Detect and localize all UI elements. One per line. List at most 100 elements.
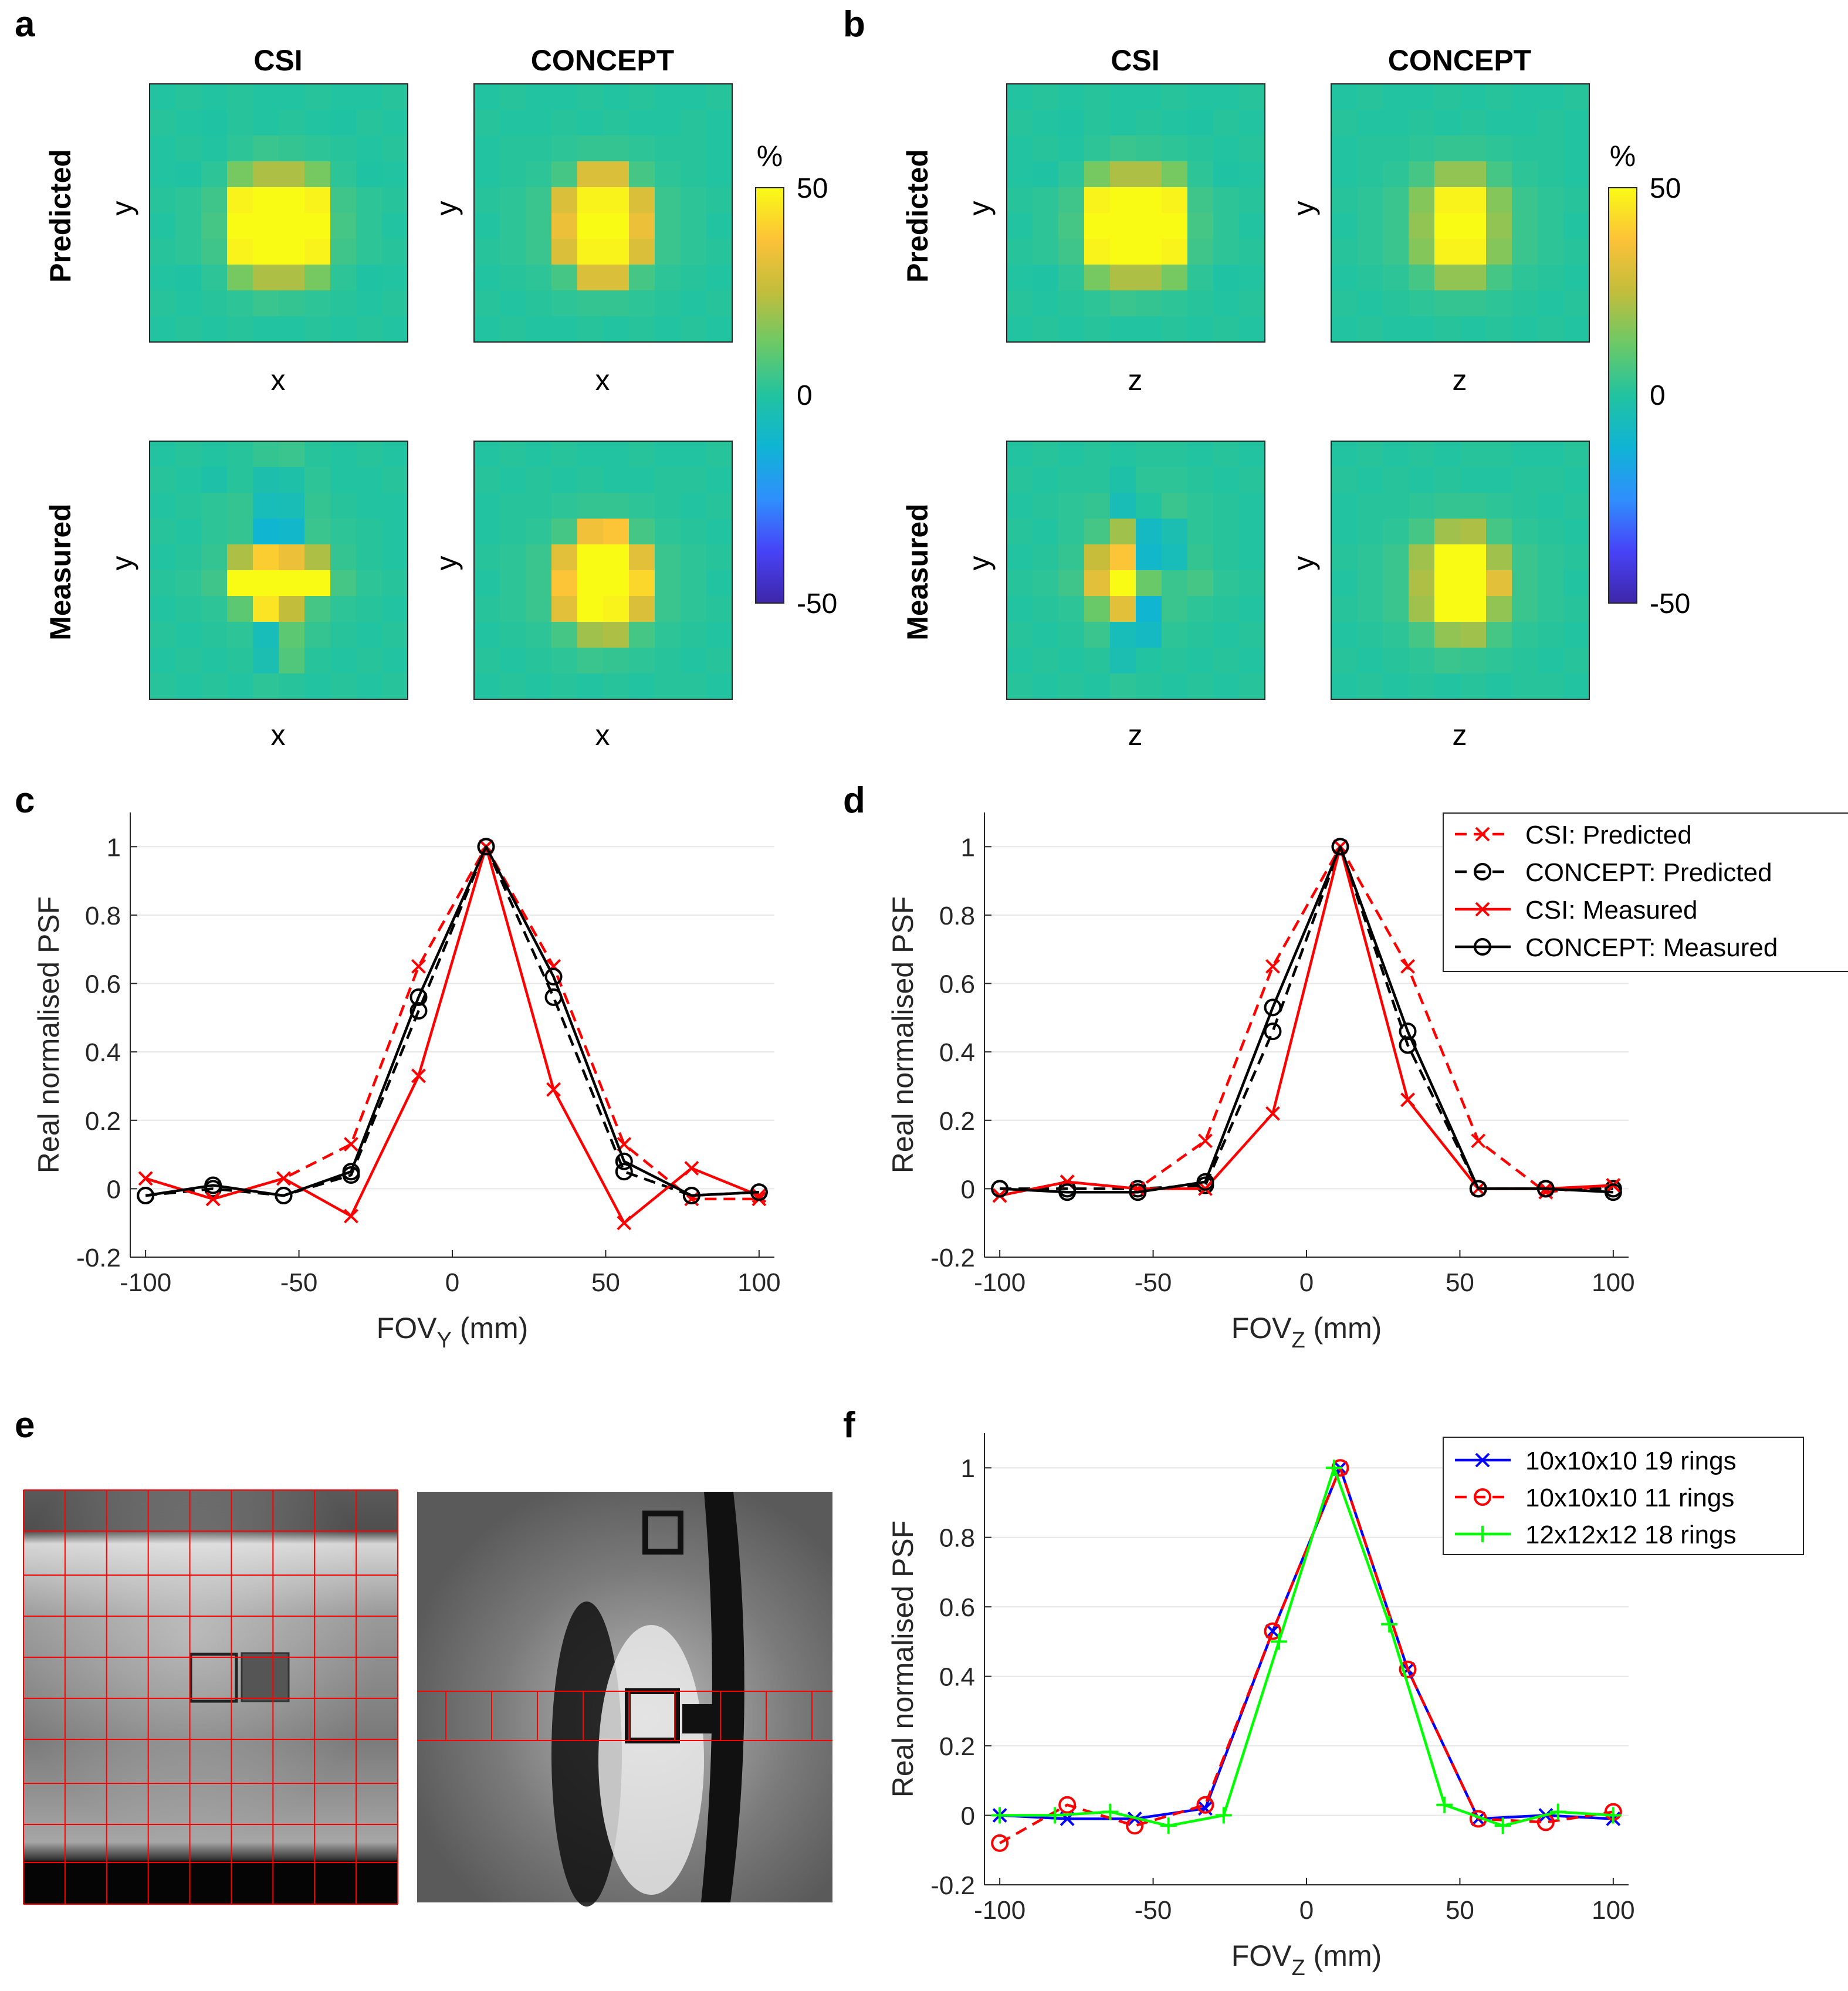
data-point-marker — [1265, 959, 1280, 974]
heatmap-cell — [304, 110, 331, 136]
heatmap-cell — [201, 467, 228, 493]
heatmap-cell — [1434, 110, 1461, 136]
heatmap-cell — [1486, 110, 1512, 136]
heatmap-cell — [150, 161, 176, 188]
mri-image-axial — [417, 1492, 832, 1907]
heatmap-cell — [1486, 493, 1512, 519]
heatmap-cell — [706, 136, 733, 162]
data-point-marker — [615, 1152, 633, 1170]
data-point-marker — [1270, 1633, 1287, 1650]
heatmap-cell — [1033, 110, 1059, 136]
heatmap-cell — [330, 213, 357, 239]
heatmap-cell — [1239, 110, 1265, 136]
heatmap-cell — [356, 290, 383, 317]
heatmap-cell — [253, 290, 279, 317]
data-point-marker — [204, 1176, 222, 1194]
heatmap-cell — [1563, 161, 1590, 188]
heatmap-cell — [1187, 596, 1214, 622]
heatmap-cell — [1460, 136, 1487, 162]
heatmap-cell — [1357, 544, 1383, 571]
heatmap-cell — [1486, 187, 1512, 214]
heatmap-cell — [1110, 596, 1136, 622]
heatmap-cell — [356, 136, 383, 162]
heatmap-b-measured-concept — [1331, 441, 1590, 700]
heatmap-cell — [577, 239, 604, 265]
heatmap-cell — [253, 316, 279, 343]
data-point-marker — [1400, 959, 1415, 974]
heatmap-cell — [603, 544, 629, 571]
heatmap-cell — [1460, 622, 1487, 648]
heatmap-cell — [279, 648, 305, 674]
heatmap-cell — [227, 622, 253, 648]
hm-xlabel: x — [595, 364, 610, 397]
heatmap-cell — [1357, 213, 1383, 239]
heatmap-cell — [500, 110, 526, 136]
heatmap-a-predicted-concept — [473, 83, 733, 343]
heatmap-cell — [681, 161, 707, 188]
heatmap-cell — [1383, 84, 1409, 110]
heatmap-cell — [706, 213, 733, 239]
series-line — [1000, 1466, 1613, 1827]
colorbar-a: % 50 0 -50 — [755, 140, 837, 619]
data-point-marker — [1471, 1133, 1486, 1149]
heatmap-cell — [474, 544, 500, 571]
heatmap-cell — [1033, 570, 1059, 597]
heatmap-cell — [474, 467, 500, 493]
heatmap-cell — [1383, 673, 1409, 700]
heatmap-cell — [356, 544, 383, 571]
x-axis-label: FOVY (mm) — [377, 1312, 529, 1353]
heatmap-cell — [655, 622, 681, 648]
heatmap-cell — [1187, 84, 1214, 110]
y-tick-label: -0.2 — [76, 1244, 121, 1272]
heatmap-cell — [577, 84, 604, 110]
heatmap-cell — [201, 493, 228, 519]
heatmap-cell — [474, 187, 500, 214]
heatmap-cell — [603, 519, 629, 545]
data-point-marker — [409, 988, 428, 1006]
heatmap-cell — [629, 544, 655, 571]
heatmap-cell — [227, 596, 253, 622]
heatmap-cell — [1136, 290, 1162, 317]
heatmap-cell — [304, 493, 331, 519]
data-point-marker — [684, 1160, 699, 1176]
heatmap-cell — [1213, 441, 1240, 468]
mri-voxel-outline — [642, 1511, 683, 1555]
heatmap-cell — [1239, 161, 1265, 188]
heatmap-cell — [1409, 161, 1435, 188]
data-point-marker — [409, 1002, 428, 1020]
heatmap-cell — [603, 136, 629, 162]
y-tick-label: 0.4 — [85, 1038, 121, 1067]
data-point-marker — [1494, 1817, 1511, 1834]
heatmap-cell — [1239, 84, 1265, 110]
heatmap-cell — [1213, 187, 1240, 214]
heatmap-cell — [1563, 673, 1590, 700]
heatmap-cell — [1512, 316, 1538, 343]
heatmap-cell — [1239, 570, 1265, 597]
heatmap-cell — [681, 213, 707, 239]
heatmap-cell — [150, 441, 176, 468]
heatmap-cell — [551, 265, 578, 291]
heatmap-cell — [681, 136, 707, 162]
heatmap-cell — [279, 441, 305, 468]
heatmap-cell — [681, 290, 707, 317]
heatmap-cell — [1434, 316, 1461, 343]
heatmap-cell — [1110, 673, 1136, 700]
heatmap-cell — [1383, 648, 1409, 674]
heatmap-cell — [1162, 239, 1188, 265]
heatmap-cell — [1538, 648, 1564, 674]
heatmap-cell — [1331, 570, 1358, 597]
panel-label-b: b — [843, 4, 865, 45]
x-axis-label: FOVZ (mm) — [1231, 1939, 1382, 1980]
heatmap-cell — [175, 136, 202, 162]
colorbar-max-label: 50 — [1650, 173, 1681, 204]
heatmap-cell — [706, 467, 733, 493]
heatmap-cell — [304, 316, 331, 343]
heatmap-cell — [382, 467, 408, 493]
heatmap-cell — [1239, 265, 1265, 291]
heatmap-cell — [1162, 519, 1188, 545]
heatmap-cell — [227, 441, 253, 468]
heatmap-cell — [1007, 161, 1033, 188]
heatmap-cell — [1563, 441, 1590, 468]
heatmap-cell — [655, 648, 681, 674]
heatmap-cell — [1162, 161, 1188, 188]
